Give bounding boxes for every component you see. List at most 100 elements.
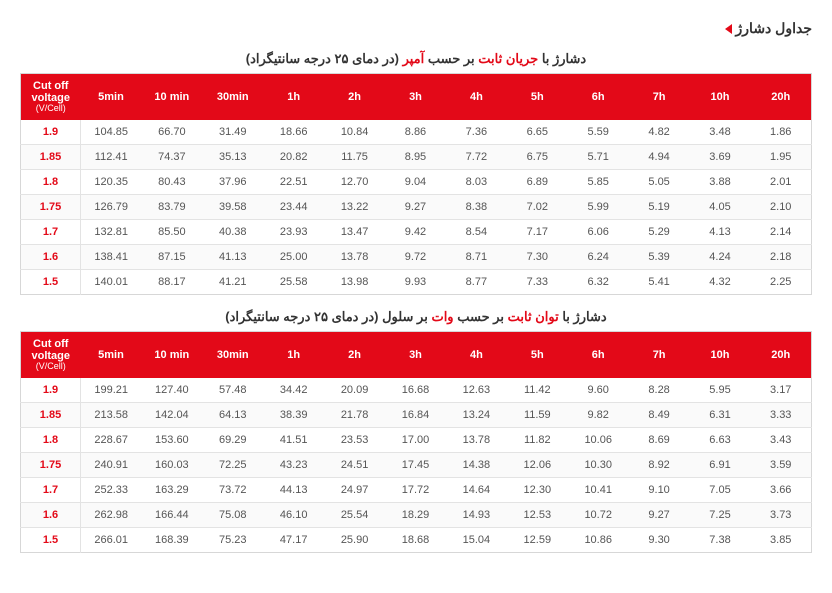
col2-4h: 4h — [446, 332, 507, 379]
cell-value: 3.73 — [750, 503, 811, 528]
cell-value: 40.38 — [202, 220, 263, 245]
row-voltage: 1.5 — [21, 270, 81, 295]
cell-value: 12.59 — [507, 528, 568, 553]
cell-value: 5.85 — [568, 170, 629, 195]
cell-value: 138.41 — [81, 245, 142, 270]
col2-7h: 7h — [629, 332, 690, 379]
cell-value: 7.30 — [507, 245, 568, 270]
cell-value: 3.17 — [750, 378, 811, 403]
table1-caption: دشارژ با جریان ثابت بر حسب آمپر (در دمای… — [20, 51, 812, 67]
cell-value: 80.43 — [141, 170, 202, 195]
cell-value: 23.53 — [324, 428, 385, 453]
table-row: 1.8228.67153.6069.2941.5123.5317.0013.78… — [21, 428, 812, 453]
cap2-p1: دشارژ با — [559, 309, 607, 324]
cell-value: 13.24 — [446, 403, 507, 428]
table1-head: Cut off voltage (V/Cell) 5min 10 min 30m… — [21, 74, 812, 121]
col2-3h: 3h — [385, 332, 446, 379]
col-2h: 2h — [324, 74, 385, 121]
cell-value: 3.48 — [690, 120, 751, 145]
col-3h: 3h — [385, 74, 446, 121]
row-voltage: 1.85 — [21, 145, 81, 170]
cap2-p3: بر حسب — [454, 309, 508, 324]
cell-value: 11.59 — [507, 403, 568, 428]
cell-value: 9.30 — [629, 528, 690, 553]
cell-value: 14.93 — [446, 503, 507, 528]
cell-value: 17.45 — [385, 453, 446, 478]
cell-value: 5.99 — [568, 195, 629, 220]
cell-value: 160.03 — [141, 453, 202, 478]
cell-value: 228.67 — [81, 428, 142, 453]
cell-value: 262.98 — [81, 503, 142, 528]
col-1h: 1h — [263, 74, 324, 121]
col2-5h: 5h — [507, 332, 568, 379]
cell-value: 4.94 — [629, 145, 690, 170]
col2-30min: 30min — [202, 332, 263, 379]
table-row: 1.5140.0188.1741.2125.5813.989.938.777.3… — [21, 270, 812, 295]
cell-value: 1.86 — [750, 120, 811, 145]
cell-value: 6.89 — [507, 170, 568, 195]
cell-value: 3.33 — [750, 403, 811, 428]
cell-value: 75.08 — [202, 503, 263, 528]
discharge-table-amps: Cut off voltage (V/Cell) 5min 10 min 30m… — [20, 73, 812, 295]
table2-caption: دشارژ با توان ثابت بر حسب وات بر سلول (د… — [20, 309, 812, 325]
cell-value: 132.81 — [81, 220, 142, 245]
cell-value: 13.22 — [324, 195, 385, 220]
cell-value: 12.30 — [507, 478, 568, 503]
cell-value: 120.35 — [81, 170, 142, 195]
cell-value: 6.63 — [690, 428, 751, 453]
table-row: 1.9199.21127.4057.4834.4220.0916.6812.63… — [21, 378, 812, 403]
cell-value: 2.01 — [750, 170, 811, 195]
cell-value: 43.23 — [263, 453, 324, 478]
col-6h: 6h — [568, 74, 629, 121]
cell-value: 6.24 — [568, 245, 629, 270]
cell-value: 15.04 — [446, 528, 507, 553]
row-voltage: 1.9 — [21, 120, 81, 145]
col-20h: 20h — [750, 74, 811, 121]
row-voltage: 1.85 — [21, 403, 81, 428]
cell-value: 163.29 — [141, 478, 202, 503]
cap2-p5: بر سلول (در دمای ۲۵ درجه سانتیگراد) — [225, 309, 431, 324]
cell-value: 41.13 — [202, 245, 263, 270]
cell-value: 199.21 — [81, 378, 142, 403]
row-voltage: 1.7 — [21, 478, 81, 503]
cap1-p2: جریان ثابت — [478, 51, 538, 66]
cell-value: 13.78 — [446, 428, 507, 453]
cell-value: 266.01 — [81, 528, 142, 553]
cell-value: 47.17 — [263, 528, 324, 553]
cell-value: 6.31 — [690, 403, 751, 428]
cap2-p2: توان ثابت — [508, 309, 559, 324]
cell-value: 4.13 — [690, 220, 751, 245]
cell-value: 11.82 — [507, 428, 568, 453]
col-5min: 5min — [81, 74, 142, 121]
col2-5min: 5min — [81, 332, 142, 379]
cell-value: 18.29 — [385, 503, 446, 528]
table2-body: 1.9199.21127.4057.4834.4220.0916.6812.63… — [21, 378, 812, 553]
cap1-p3: بر حسب — [424, 51, 478, 66]
cell-value: 5.41 — [629, 270, 690, 295]
cell-value: 17.72 — [385, 478, 446, 503]
cell-value: 9.93 — [385, 270, 446, 295]
cell-value: 2.14 — [750, 220, 811, 245]
cell-value: 25.58 — [263, 270, 324, 295]
cell-value: 35.13 — [202, 145, 263, 170]
cell-value: 5.71 — [568, 145, 629, 170]
cell-value: 14.38 — [446, 453, 507, 478]
cell-value: 85.50 — [141, 220, 202, 245]
cell-value: 168.39 — [141, 528, 202, 553]
cell-value: 213.58 — [81, 403, 142, 428]
cell-value: 4.82 — [629, 120, 690, 145]
cell-value: 87.15 — [141, 245, 202, 270]
cell-value: 25.90 — [324, 528, 385, 553]
cell-value: 6.75 — [507, 145, 568, 170]
table-row: 1.75126.7983.7939.5823.4413.229.278.387.… — [21, 195, 812, 220]
cell-value: 8.92 — [629, 453, 690, 478]
cell-value: 7.72 — [446, 145, 507, 170]
cell-value: 69.29 — [202, 428, 263, 453]
cell-value: 10.84 — [324, 120, 385, 145]
cell-value: 16.68 — [385, 378, 446, 403]
cell-value: 10.30 — [568, 453, 629, 478]
table-row: 1.6138.4187.1541.1325.0013.789.728.717.3… — [21, 245, 812, 270]
cell-value: 20.09 — [324, 378, 385, 403]
cell-value: 1.95 — [750, 145, 811, 170]
row-voltage: 1.8 — [21, 428, 81, 453]
